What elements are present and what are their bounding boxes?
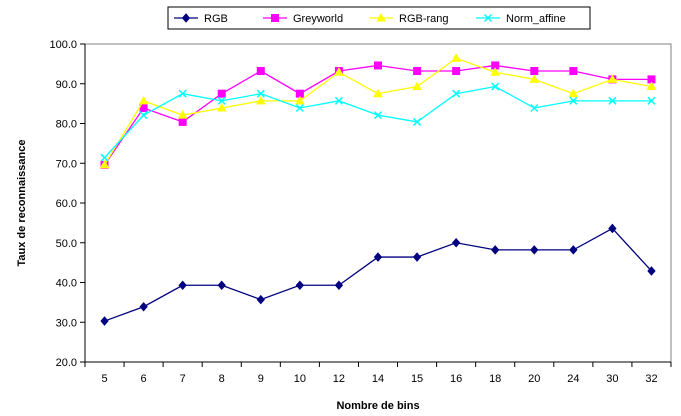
y-tick-label: 70.0: [56, 158, 77, 170]
data-point-norm-affine: [647, 96, 656, 105]
data-point-rgb: [256, 294, 265, 305]
data-point-norm-affine: [178, 89, 187, 98]
data-point-rgb: [647, 266, 656, 276]
legend-marker: [271, 14, 279, 22]
data-point-norm-affine: [373, 111, 383, 120]
data-point-rgb: [491, 245, 500, 255]
data-point-norm-affine: [491, 82, 500, 91]
legend-label: RGB: [204, 13, 228, 25]
data-point-rgb: [139, 301, 148, 312]
y-tick-label: 100.0: [49, 39, 77, 51]
legend-item-rgb-rang: RGB-rang: [369, 12, 449, 25]
series-norm-affine: [100, 82, 656, 162]
data-point-norm-affine: [608, 96, 617, 105]
y-tick-label: 90.0: [56, 79, 77, 91]
y-tick-label: 80.0: [56, 119, 77, 131]
x-axis-title: Nombre de bins: [336, 400, 419, 412]
data-point-greyworld: [217, 89, 226, 98]
y-tick-label: 50.0: [56, 238, 77, 250]
legend: RGB Greyworld RGB-rang Norm_affine: [167, 6, 591, 30]
data-point-rgb-rang: [138, 95, 149, 105]
data-point-rgb: [530, 245, 539, 255]
data-point-rgb-rang: [568, 88, 579, 98]
y-tick-label: 40.0: [56, 278, 77, 290]
data-point-greyworld: [178, 117, 187, 126]
x-tick-label: 9: [258, 373, 264, 385]
x-tick-label: 18: [489, 373, 501, 385]
data-point-rgb-rang: [334, 67, 344, 76]
legend-label: Norm_affine: [506, 13, 566, 25]
data-point-rgb-rang: [529, 74, 540, 83]
data-point-rgb-rang: [177, 110, 188, 119]
legend-marker: [483, 13, 493, 23]
data-point-norm-affine: [452, 89, 461, 98]
data-point-rgb-rang: [99, 159, 110, 169]
data-point-rgb: [412, 252, 422, 262]
legend-marker: [376, 12, 386, 22]
data-point-rgb: [217, 280, 226, 291]
x-tick-label: 7: [180, 373, 186, 385]
data-point-rgb-rang: [412, 81, 422, 91]
data-point-norm-affine: [256, 89, 265, 98]
legend-item-greyworld: Greyworld: [263, 13, 343, 25]
data-point-rgb: [373, 252, 383, 262]
x-tick-label: 8: [219, 373, 225, 385]
y-tick-label: 30.0: [56, 317, 77, 329]
legend-label: RGB-rang: [399, 13, 449, 25]
data-point-greyworld: [569, 67, 578, 76]
x-tick-label: 20: [528, 373, 540, 385]
data-point-norm-affine: [139, 111, 148, 120]
data-point-rgb-rang: [295, 95, 305, 105]
data-point-rgb: [178, 280, 187, 291]
data-point-greyworld: [452, 67, 461, 76]
data-point-rgb: [100, 316, 109, 326]
x-tick-label: 14: [372, 373, 384, 385]
x-tick-label: 12: [333, 373, 345, 385]
legend-marker: [181, 13, 191, 23]
data-point-rgb-rang: [646, 81, 657, 91]
axes: 20.0 30.0 40.0 50.0 60.0 70.0 80.0 90.0 100.0 5 6 7…: [49, 39, 672, 385]
data-point-greyworld: [530, 67, 539, 76]
x-tick-label: 15: [411, 373, 423, 385]
data-point-norm-affine: [530, 103, 539, 113]
data-point-greyworld: [413, 67, 422, 76]
y-tick-label: 20.0: [56, 357, 77, 369]
data-point-rgb-rang: [373, 88, 383, 98]
data-point-rgb: [334, 280, 344, 291]
x-tick-label: 16: [450, 373, 462, 385]
data-point-rgb-rang: [490, 67, 501, 76]
data-point-rgb: [569, 245, 578, 255]
series-rgb-rang: [99, 53, 657, 169]
data-point-rgb-rang: [216, 102, 227, 112]
data-point-rgb: [295, 280, 305, 291]
series-rgb: [100, 223, 656, 326]
legend-item-rgb: RGB: [174, 13, 228, 25]
data-point-norm-affine: [569, 96, 578, 105]
data-point-greyworld: [139, 103, 148, 112]
x-tick-label: 24: [567, 373, 579, 385]
data-point-norm-affine: [100, 153, 109, 162]
x-tick-label: 32: [645, 373, 657, 385]
data-point-rgb: [451, 237, 461, 248]
data-point-norm-affine: [217, 96, 226, 105]
data-point-rgb-rang: [451, 53, 461, 62]
x-tick-label: 10: [294, 373, 306, 385]
data-point-rgb-rang: [607, 74, 618, 83]
x-tick-label: 6: [141, 373, 147, 385]
y-tick-label: 60.0: [56, 198, 77, 210]
series-layer: [99, 53, 657, 326]
legend-label: Greyworld: [293, 13, 343, 25]
y-axis-title: Taux de reconnaissance: [16, 140, 28, 267]
legend-item-norm-affine: Norm_affine: [476, 13, 566, 25]
data-point-greyworld: [374, 61, 382, 70]
data-point-norm-affine: [295, 103, 304, 113]
x-tick-label: 30: [606, 373, 618, 385]
data-point-greyworld: [256, 67, 265, 76]
data-point-rgb-rang: [255, 95, 266, 105]
data-point-rgb: [608, 223, 617, 234]
x-tick-label: 5: [101, 373, 107, 385]
data-point-norm-affine: [413, 117, 422, 126]
data-point-norm-affine: [334, 96, 343, 105]
